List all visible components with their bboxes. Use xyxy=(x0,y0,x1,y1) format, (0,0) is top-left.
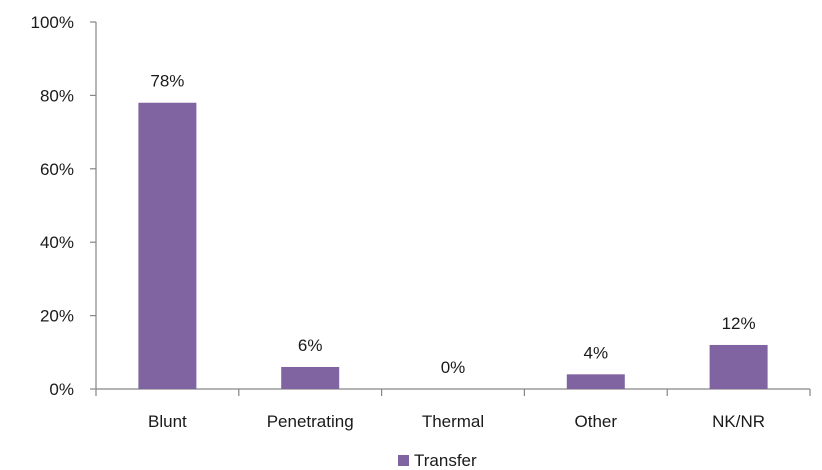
bar xyxy=(138,103,196,389)
bar xyxy=(281,367,339,389)
y-axis: 0% 20% 40% 60% 80% 100% xyxy=(31,13,96,399)
data-labels: 78% 6% 0% 4% 12% xyxy=(150,72,755,377)
bar xyxy=(710,345,768,389)
data-label: 78% xyxy=(150,72,184,91)
y-tick-label: 100% xyxy=(31,13,74,32)
data-label: 12% xyxy=(722,314,756,333)
x-tick-label: NK/NR xyxy=(712,412,765,431)
y-tick-label: 40% xyxy=(40,233,74,252)
y-tick-label: 20% xyxy=(40,307,74,326)
x-tick-label: Other xyxy=(575,412,618,431)
y-tick-label: 80% xyxy=(40,86,74,105)
bars xyxy=(138,103,767,389)
y-tick-label: 60% xyxy=(40,160,74,179)
bar xyxy=(567,374,625,389)
data-label: 0% xyxy=(441,358,466,377)
data-label: 6% xyxy=(298,336,323,355)
x-axis: Blunt Penetrating Thermal Other NK/NR xyxy=(96,389,810,431)
legend-label-transfer: Transfer xyxy=(414,451,477,470)
data-label: 4% xyxy=(584,343,609,362)
y-tick-label: 0% xyxy=(49,380,74,399)
x-tick-label: Thermal xyxy=(422,412,484,431)
legend-swatch xyxy=(398,455,409,466)
x-tick-label: Penetrating xyxy=(267,412,354,431)
legend: Transfer xyxy=(398,451,477,470)
x-tick-label: Blunt xyxy=(148,412,187,431)
